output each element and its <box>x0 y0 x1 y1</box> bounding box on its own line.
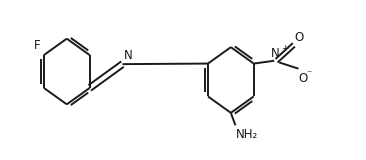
Text: N: N <box>124 49 133 62</box>
Text: O: O <box>299 72 308 85</box>
Text: N: N <box>271 47 280 60</box>
Text: O: O <box>295 31 304 44</box>
Text: NH₂: NH₂ <box>236 128 258 141</box>
Text: F: F <box>34 39 40 52</box>
Text: ⁻: ⁻ <box>307 69 312 79</box>
Text: +: + <box>281 44 289 53</box>
